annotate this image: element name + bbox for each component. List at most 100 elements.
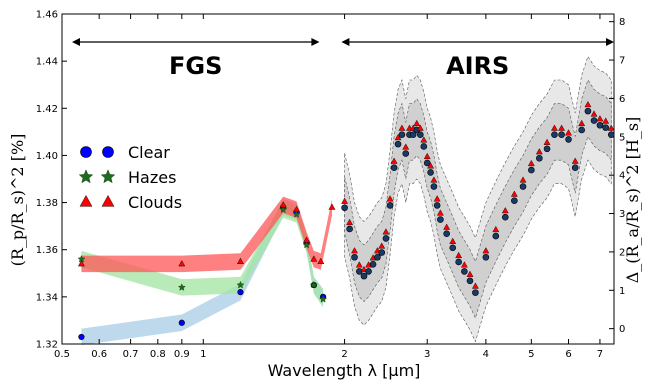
clouds-point: [310, 255, 318, 262]
clouds-point: [178, 260, 186, 267]
airs-clouds-point: [346, 218, 354, 226]
airs-clear-point: [386, 202, 394, 209]
airs-clear-point: [360, 272, 368, 280]
airs-clear-point: [558, 131, 565, 138]
airs-clear-point: [378, 249, 386, 256]
y-axis-title: (R_p/R_s)^2 [%]: [8, 134, 27, 267]
clear-point: [237, 289, 244, 296]
clouds-point: [279, 201, 287, 208]
y-tick-label: 1.32: [36, 340, 58, 351]
clouds-point: [237, 257, 244, 264]
x-axis: 0.5 0.6 0.7 0.8 0.9 1 2 3 4 5 6 7: [54, 14, 603, 360]
y2-tick-label: 4: [619, 171, 625, 182]
y-tick-label: 1.42: [36, 104, 58, 115]
region-label-airs: AIRS: [446, 52, 509, 80]
region-arrows: FGS AIRS: [72, 38, 614, 80]
airs-clouds-point: [590, 110, 598, 117]
clouds-point: [328, 203, 336, 210]
clouds-point: [303, 236, 311, 243]
airs-clouds-point: [596, 115, 604, 122]
legend: Clear Hazes Clouds: [78, 143, 182, 212]
airs-clouds-point: [602, 117, 610, 124]
airs-clear-point: [449, 244, 457, 252]
airs-clouds-point: [416, 124, 424, 131]
y2-tick-label: 0: [619, 324, 625, 335]
airs-clouds-point: [471, 282, 479, 289]
airs-clear-point: [602, 124, 609, 131]
clouds-point: [317, 257, 325, 264]
airs-clouds-point: [607, 124, 615, 131]
legend-label-hazes: Hazes: [128, 168, 176, 187]
band-hazes: [81, 201, 324, 308]
airs-clouds-point: [436, 209, 444, 216]
airs-clear-point: [402, 150, 410, 157]
airs-clear-point: [382, 235, 390, 242]
x-tick-label: 4: [483, 349, 489, 360]
airs-clouds-point: [341, 197, 348, 204]
airs-clear-point: [427, 169, 434, 176]
arrow-head-left: [341, 38, 350, 46]
legend-marker-clouds: [101, 194, 115, 207]
x-tick-label: 1: [200, 349, 206, 360]
x-tick-label: 2: [341, 349, 347, 360]
legend-label-clouds: Clouds: [128, 193, 182, 212]
airs-clear-point: [590, 117, 598, 124]
x-tick-label: 5: [528, 349, 534, 360]
airs-band-2: [344, 79, 612, 319]
legend-label-clear: Clear: [128, 143, 170, 162]
airs-clear-point: [519, 183, 527, 190]
airs-clear-point: [492, 232, 500, 240]
y-tick-label: 1.46: [36, 10, 58, 21]
arrow-head-right: [311, 38, 320, 46]
airs-clouds-point: [551, 124, 558, 131]
y2-tick-label: 7: [619, 56, 625, 67]
airs-clouds-point: [571, 157, 579, 164]
airs-clouds-point: [449, 237, 457, 244]
airs-clear-point: [607, 131, 615, 138]
y2-tick-label: 5: [619, 132, 625, 143]
plot-frame: [61, 13, 615, 345]
clouds-point: [293, 205, 300, 213]
band-clouds: [81, 196, 332, 273]
hazes-point: [177, 283, 186, 291]
airs-clouds-point: [492, 225, 500, 233]
airs-clear-point: [346, 225, 353, 233]
x-tick-label: 3: [424, 349, 430, 360]
legend-marker-hazes: [100, 169, 116, 184]
airs-clear-point: [390, 164, 398, 171]
x-tick-label: 0.7: [123, 349, 139, 360]
airs-clouds-point: [584, 100, 592, 108]
legend-marker-clear: [102, 146, 114, 158]
airs-clouds-point: [482, 247, 490, 254]
region-label-fgs: FGS: [169, 52, 222, 80]
airs-clear-point: [501, 213, 509, 221]
y2-tick-label: 6: [619, 94, 625, 105]
x-tick-label: 0.6: [91, 349, 107, 360]
airs-clear-point: [584, 107, 592, 115]
airs-clouds-point: [420, 136, 428, 143]
airs-clouds-point: [351, 247, 358, 254]
y2-axis: 0 1 2 3 4 5 6 7 8: [609, 17, 625, 335]
data-markers: [77, 100, 615, 341]
airs-clouds-point: [460, 261, 468, 268]
clear-point: [78, 333, 85, 341]
airs-clear-point: [443, 230, 450, 237]
airs-clouds-point: [455, 251, 463, 259]
airs-clear-point: [341, 204, 348, 212]
airs-clouds-point: [427, 162, 435, 169]
airs-clear-point: [511, 197, 518, 204]
clear-point: [178, 319, 185, 326]
airs-clouds-point: [390, 157, 398, 164]
airs-clouds-point: [558, 124, 566, 131]
y-tick-label: 1.40: [36, 151, 58, 162]
plot-border: [61, 13, 615, 345]
airs-clouds-point: [402, 143, 410, 150]
airs-clear-point: [466, 277, 474, 285]
airs-clouds-point: [398, 124, 406, 131]
airs-clouds-point: [578, 119, 586, 127]
airs-clouds-point: [394, 133, 402, 141]
y-tick-label: 1.38: [36, 198, 58, 209]
hazes-point: [279, 205, 288, 214]
x-tick-label: 6: [565, 349, 571, 360]
